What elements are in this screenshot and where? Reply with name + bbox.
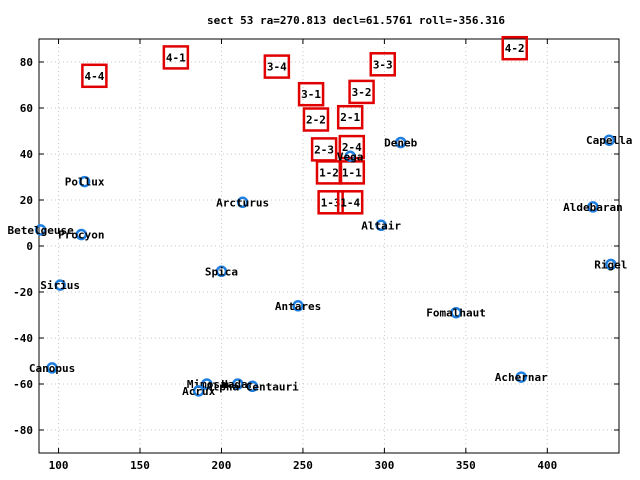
sector-box-label: 1-1 [342,166,362,179]
sector-box [81,63,108,89]
star-marker [375,219,387,232]
sector-box [162,45,190,70]
y-tick-label: -60 [13,378,33,391]
x-tick-label: 200 [212,459,232,472]
star-marker [292,300,304,312]
sector-box-label: 4-2 [505,42,525,55]
y-tick-label: -80 [13,424,33,437]
grid [39,39,619,453]
y-tick-label: 60 [20,102,33,115]
y-tick-label: -20 [13,286,33,299]
sector-box-label: 1-2 [319,166,339,179]
star-marker [215,265,228,278]
sector-box-label: 3-1 [301,88,321,101]
star-label: Vega [337,150,364,163]
sector-box [302,107,330,132]
sector-box-label: 3-2 [352,86,372,99]
sector-box [369,52,397,77]
star-label: Hadar [221,378,254,391]
star-label: Rigel [594,258,627,271]
star-label: Fomalhaut [426,307,486,320]
star-label: Alpha Centauri [206,380,299,393]
y-tick-label: 0 [26,240,33,253]
star-label: Achernar [495,371,548,384]
star-marker [394,136,407,149]
star-label: Betelgeuse [8,224,75,237]
sector-box [501,35,528,61]
star-marker [54,279,66,291]
sector-box-label: 1-4 [340,196,360,209]
star-label: Pollux [65,176,105,189]
sector-box-label: 2-2 [306,114,326,127]
sector-box [297,81,325,107]
star-marker [75,228,88,241]
star-marker [236,196,249,209]
x-tick-label: 350 [456,459,476,472]
star-marker [246,380,259,393]
star-label: Procyon [58,229,104,242]
y-tick-label: -40 [13,332,33,345]
y-tick-label: 20 [20,194,33,207]
sector-box-label: 3-4 [267,61,287,74]
x-tick-label: 300 [374,459,394,472]
star-label: Spica [205,265,238,278]
star-label: Sirius [40,279,80,292]
x-tick-label: 400 [537,459,557,472]
star-label: Acrux [182,385,215,398]
sector-box [336,190,364,215]
sector-box-label: 3-3 [373,58,393,71]
star-marker [603,134,615,146]
sector-box [338,134,366,160]
sector-box [317,190,344,215]
sector-box [336,104,364,130]
sector-boxes: 4-1 4-2 4-4 3-4 3-3 3-1 3-2 2-2 2-1 2-3 2-41-2 1-1 1… [81,35,528,215]
y-tick-label: 40 [20,148,33,161]
star-marker [34,224,47,236]
star-marker [201,378,213,390]
sector-box-label: 2-3 [314,143,334,156]
star-marker [605,258,617,271]
star-label: Antares [275,300,321,313]
star-marker [515,371,527,383]
star-label: Altair [361,219,401,232]
star-marker [78,175,91,188]
star-marker [450,306,462,319]
sector-box-label: 2-1 [340,111,360,124]
star-marker [46,362,58,374]
sector-box-label: 4-4 [84,70,104,83]
chart-title: sect 53 ra=270.813 decl=61.5761 roll=-35… [207,14,505,27]
sector-box-label: 4-1 [166,51,186,64]
sector-box-label: 2-4 [342,141,362,154]
star-marker [232,378,244,390]
star-marker [587,201,599,213]
x-tick-label: 150 [130,459,150,472]
y-tick-label: 80 [20,56,33,69]
x-tick-label: 100 [49,459,69,472]
star-label: Aldebaran [563,201,623,214]
star-label: Deneb [384,137,417,150]
star-marker [344,150,356,163]
stars: Capella Deneb Vega Pollux Arcturus Aldebaran A… [8,134,633,398]
sector-box [263,54,291,79]
x-tick-label: 250 [293,459,313,472]
star-label: Canopus [29,362,75,375]
sector-box-label: 1-3 [321,196,341,209]
axes: 100 150 200 250 300 350 400 -80 -60 -40 -20 0 20 40 60… [13,39,619,472]
star-label: Arcturus [216,196,269,209]
star-marker [192,385,205,397]
star-label: Capella [586,134,632,147]
sector-box [348,79,375,105]
